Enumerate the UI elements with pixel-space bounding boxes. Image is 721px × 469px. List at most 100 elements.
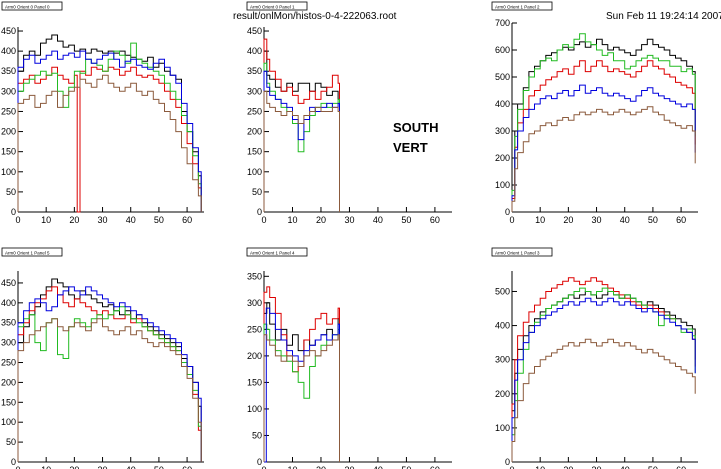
- x-tick-label: 0: [15, 215, 20, 225]
- histogram-series-black: [263, 50, 340, 212]
- y-tick-label: 300: [495, 126, 510, 136]
- x-tick-label: 20: [69, 215, 79, 225]
- y-tick-label: 200: [247, 351, 262, 361]
- y-tick-label: 350: [247, 66, 262, 76]
- panel-title-box: [491, 1, 553, 11]
- x-tick-label: 0: [261, 215, 266, 225]
- x-tick-label: 60: [182, 465, 192, 469]
- x-tick-label: 40: [373, 465, 383, 469]
- x-tick-label: 50: [154, 215, 164, 225]
- histogram-series-red: [17, 286, 202, 462]
- x-tick-label: 10: [535, 465, 545, 469]
- histogram-panel-3: Arm0 Orient 1 Panel 20100200300400500600…: [491, 1, 698, 225]
- annotation-vert: VERT: [393, 140, 428, 155]
- histogram-series-green: [511, 33, 696, 212]
- y-tick-label: 450: [1, 278, 16, 288]
- y-tick-label: 50: [6, 187, 16, 197]
- y-tick-label: 250: [247, 324, 262, 334]
- y-tick-label: 500: [495, 286, 510, 296]
- y-tick-label: 450: [1, 26, 16, 36]
- y-tick-label: 100: [495, 180, 510, 190]
- x-tick-label: 50: [401, 465, 411, 469]
- histogram-series-brown: [17, 74, 202, 212]
- y-tick-label: 250: [1, 106, 16, 116]
- y-tick-label: 150: [247, 147, 262, 157]
- y-tick-label: 600: [495, 45, 510, 55]
- x-tick-label: 50: [154, 465, 164, 469]
- histogram-series-black: [263, 302, 340, 462]
- x-tick-label: 40: [373, 215, 383, 225]
- panel-title: Arm0 Orient 1 Panel 5: [5, 251, 50, 256]
- panel-title-box: [491, 247, 553, 257]
- histogram-series-brown: [511, 106, 696, 212]
- y-tick-label: 350: [1, 318, 16, 328]
- histogram-series-green: [263, 62, 340, 212]
- y-tick-label: 100: [247, 404, 262, 414]
- y-tick-label: 400: [495, 99, 510, 109]
- histogram-series-red: [511, 60, 696, 212]
- x-tick-label: 0: [261, 465, 266, 469]
- x-tick-label: 40: [620, 465, 630, 469]
- y-tick-label: 50: [252, 187, 262, 197]
- y-tick-label: 200: [1, 377, 16, 387]
- histogram-series-green: [511, 287, 696, 462]
- annotation-south: SOUTH: [393, 120, 439, 135]
- x-tick-label: 30: [344, 215, 354, 225]
- y-tick-label: 450: [247, 26, 262, 36]
- x-tick-label: 10: [287, 215, 297, 225]
- panel-title-box: [1, 1, 63, 11]
- x-tick-label: 60: [676, 465, 686, 469]
- histogram-series-green: [263, 323, 340, 462]
- y-tick-label: 300: [247, 298, 262, 308]
- y-tick-label: 300: [247, 86, 262, 96]
- x-tick-label: 10: [287, 465, 297, 469]
- histogram-panel-2: Arm0 Orient 0 Panel 10501001502002503003…: [246, 1, 452, 225]
- y-tick-label: 300: [1, 86, 16, 96]
- histogram-series-green: [17, 306, 202, 462]
- file-label: result/onlMon/histos-0-4-222063.root: [233, 11, 397, 22]
- y-tick-label: 50: [252, 430, 262, 440]
- x-tick-label: 40: [126, 215, 136, 225]
- x-tick-label: 30: [98, 465, 108, 469]
- x-tick-label: 20: [563, 215, 573, 225]
- y-tick-label: 100: [247, 167, 262, 177]
- x-tick-label: 20: [316, 215, 326, 225]
- x-tick-label: 0: [509, 465, 514, 469]
- histogram-series-red: [511, 277, 696, 462]
- x-tick-label: 60: [430, 465, 440, 469]
- x-tick-label: 60: [430, 215, 440, 225]
- panel-title: Arm0 Orient 0 Panel 1: [250, 5, 295, 10]
- histogram-series-brown: [263, 90, 340, 212]
- x-tick-label: 50: [648, 215, 658, 225]
- y-tick-label: 150: [247, 377, 262, 387]
- x-tick-label: 30: [592, 215, 602, 225]
- y-tick-label: 700: [495, 18, 510, 28]
- x-tick-label: 10: [535, 215, 545, 225]
- y-tick-label: 0: [11, 457, 16, 467]
- x-tick-label: 40: [126, 465, 136, 469]
- y-tick-label: 150: [1, 397, 16, 407]
- y-tick-label: 250: [1, 358, 16, 368]
- y-tick-label: 350: [247, 271, 262, 281]
- x-tick-label: 0: [15, 465, 20, 469]
- histogram-series-red: [17, 66, 202, 213]
- histogram-series-blue: [511, 84, 696, 212]
- x-tick-label: 10: [41, 465, 51, 469]
- histogram-panel-5: Arm0 Orient 1 Panel 40501001502002503003…: [246, 247, 452, 469]
- x-tick-label: 30: [592, 465, 602, 469]
- y-tick-label: 200: [495, 153, 510, 163]
- x-tick-label: 10: [41, 215, 51, 225]
- panel-title-box: [246, 1, 308, 11]
- histogram-series-black: [17, 278, 202, 462]
- histogram-series-red: [263, 38, 340, 212]
- panel-title: Arm0 Orient 1 Panel 3: [495, 251, 540, 256]
- y-tick-label: 0: [505, 207, 510, 217]
- y-tick-label: 0: [11, 207, 16, 217]
- y-tick-label: 300: [1, 338, 16, 348]
- x-tick-label: 50: [401, 215, 411, 225]
- y-tick-label: 400: [495, 321, 510, 331]
- panel-title: Arm0 Orient 1 Panel 2: [495, 5, 540, 10]
- y-tick-label: 150: [1, 147, 16, 157]
- y-tick-label: 0: [257, 207, 262, 217]
